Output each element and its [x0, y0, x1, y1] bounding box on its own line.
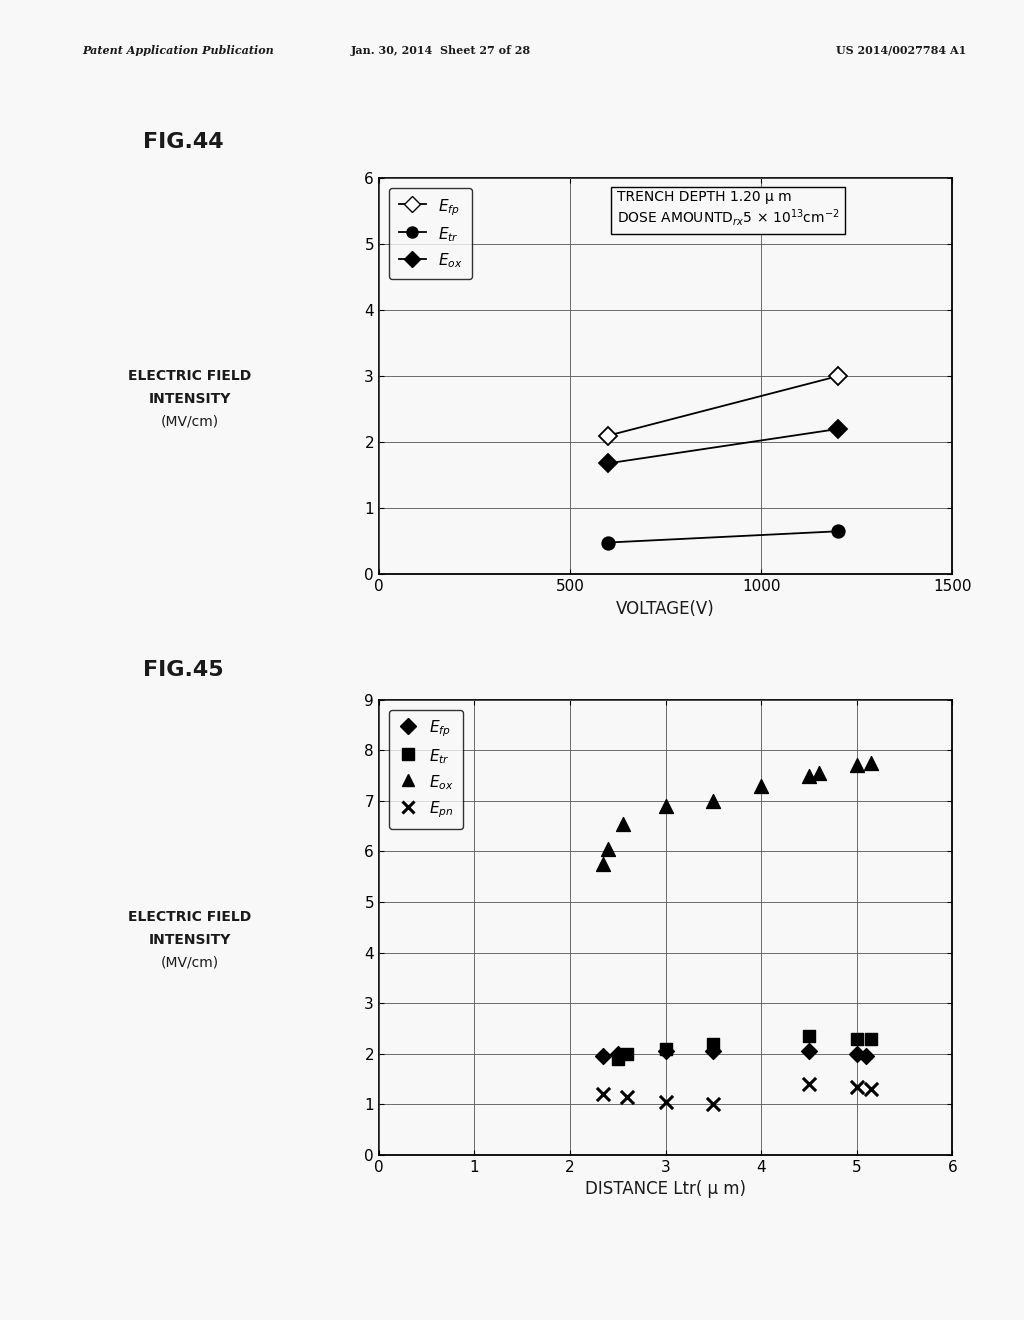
Point [863, 1028, 880, 1049]
X-axis label: DISTANCE Ltr( μ m): DISTANCE Ltr( μ m) [585, 1180, 746, 1199]
Point [657, 1092, 674, 1113]
Point [657, 795, 674, 816]
Point [657, 1038, 674, 1059]
Point [600, 838, 616, 859]
Text: INTENSITY: INTENSITY [148, 392, 230, 405]
Point [657, 1040, 674, 1061]
Point [849, 755, 865, 776]
Point [609, 1048, 626, 1069]
Text: INTENSITY: INTENSITY [148, 933, 230, 946]
Point [706, 1034, 722, 1055]
Text: (MV/cm): (MV/cm) [161, 956, 218, 969]
Point [614, 813, 631, 834]
Text: FIG.45: FIG.45 [143, 660, 224, 680]
Point [609, 1043, 626, 1064]
Point [753, 775, 769, 796]
X-axis label: VOLTAGE(V): VOLTAGE(V) [616, 599, 715, 618]
Point [801, 1040, 817, 1061]
Point [801, 766, 817, 787]
Text: ELECTRIC FIELD: ELECTRIC FIELD [128, 911, 251, 924]
Text: TRENCH DEPTH 1.20 μ m
DOSE AMOUNTD$_{rx}$5 × 10$^{13}$cm$^{-2}$: TRENCH DEPTH 1.20 μ m DOSE AMOUNTD$_{rx}… [616, 190, 840, 228]
Text: FIG.44: FIG.44 [143, 132, 224, 152]
Point [858, 1045, 874, 1067]
Point [595, 854, 611, 875]
Point [863, 752, 880, 774]
Text: Patent Application Publication: Patent Application Publication [82, 45, 273, 55]
Point [849, 1043, 865, 1064]
Point [849, 1076, 865, 1097]
Text: ELECTRIC FIELD: ELECTRIC FIELD [128, 370, 251, 383]
Point [620, 1086, 636, 1107]
Point [801, 1026, 817, 1047]
Point [706, 1040, 722, 1061]
Point [810, 763, 826, 784]
Point [849, 1028, 865, 1049]
Point [801, 1073, 817, 1094]
Text: Jan. 30, 2014  Sheet 27 of 28: Jan. 30, 2014 Sheet 27 of 28 [350, 45, 530, 55]
Legend: $E_{fp}$, $E_{tr}$, $E_{ox}$, $E_{pn}$: $E_{fp}$, $E_{tr}$, $E_{ox}$, $E_{pn}$ [389, 710, 463, 829]
Point [595, 1084, 611, 1105]
Point [706, 791, 722, 812]
Point [706, 1094, 722, 1115]
Text: US 2014/0027784 A1: US 2014/0027784 A1 [836, 45, 967, 55]
Legend: $E_{fp}$, $E_{tr}$, $E_{ox}$: $E_{fp}$, $E_{tr}$, $E_{ox}$ [389, 187, 472, 280]
Point [595, 1045, 611, 1067]
Point [863, 1078, 880, 1100]
Point [620, 1043, 636, 1064]
Text: (MV/cm): (MV/cm) [161, 414, 218, 428]
